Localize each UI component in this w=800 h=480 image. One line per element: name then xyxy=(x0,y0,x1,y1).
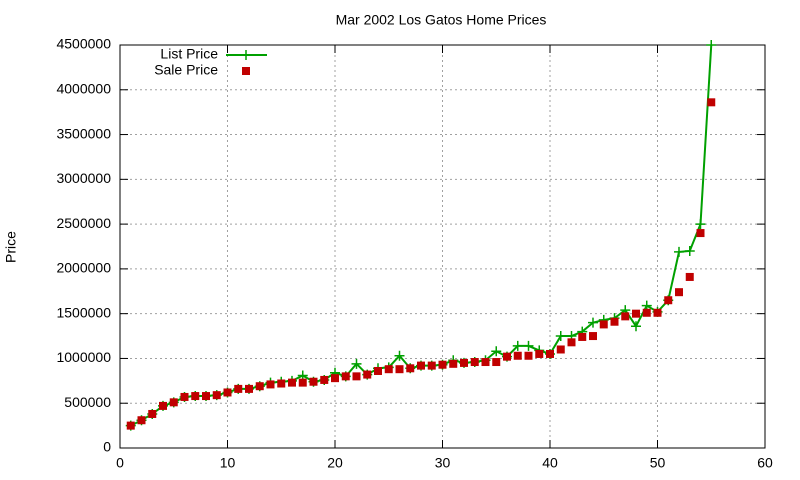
y-axis-label: Price xyxy=(3,231,19,263)
legend-label: Sale Price xyxy=(154,62,218,78)
data-point xyxy=(555,331,566,342)
x-tick-label: 40 xyxy=(542,455,558,471)
chart-title: Mar 2002 Los Gatos Home Prices xyxy=(336,12,547,28)
y-tick-label: 500000 xyxy=(64,394,111,410)
y-tick-label: 2500000 xyxy=(56,215,111,231)
data-point xyxy=(159,401,167,410)
data-point xyxy=(492,358,501,367)
legend-marker xyxy=(241,50,251,60)
y-tick-label: 3500000 xyxy=(56,125,111,141)
data-point xyxy=(266,380,275,389)
data-point xyxy=(706,40,717,50)
data-point xyxy=(588,317,598,328)
data-point xyxy=(684,245,695,256)
data-point xyxy=(137,416,146,425)
data-point xyxy=(180,392,189,401)
y-tick-label: 0 xyxy=(103,439,111,455)
data-point xyxy=(535,349,544,358)
plot-frame xyxy=(119,44,766,449)
data-point xyxy=(417,361,425,370)
data-point xyxy=(546,349,554,358)
data-point xyxy=(245,384,253,393)
x-tick-label: 60 xyxy=(757,455,773,471)
data-point xyxy=(212,391,221,400)
data-point xyxy=(621,312,630,321)
data-point xyxy=(374,366,382,375)
y-tick-label: 1500000 xyxy=(56,304,111,320)
data-point xyxy=(449,359,458,368)
data-point xyxy=(298,378,307,387)
x-tick-label: 0 xyxy=(116,455,124,471)
data-point xyxy=(438,360,447,369)
y-tick-label: 4500000 xyxy=(56,36,111,52)
data-point xyxy=(223,388,232,397)
data-point xyxy=(148,409,157,418)
data-point xyxy=(352,372,361,381)
data-point xyxy=(460,358,468,367)
legend-label: List Price xyxy=(160,46,218,62)
data-point xyxy=(642,308,651,317)
data-point xyxy=(331,374,339,383)
data-point xyxy=(567,338,576,347)
data-point xyxy=(309,377,318,386)
x-tick-label: 30 xyxy=(435,455,451,471)
data-point xyxy=(491,346,502,357)
data-point xyxy=(524,351,533,360)
data-point xyxy=(126,421,135,430)
data-point xyxy=(653,308,662,317)
data-point xyxy=(191,392,200,401)
data-point xyxy=(234,384,243,393)
data-point xyxy=(610,317,619,326)
x-tick-label: 20 xyxy=(327,455,343,471)
data-point xyxy=(589,332,597,341)
data-point xyxy=(481,358,490,367)
data-point xyxy=(695,219,706,230)
y-tick-label: 3000000 xyxy=(56,170,111,186)
data-point xyxy=(470,358,479,367)
data-point xyxy=(406,364,415,373)
data-point xyxy=(631,321,641,332)
data-point xyxy=(512,340,523,351)
x-tick-label: 50 xyxy=(650,455,666,471)
data-point xyxy=(169,398,178,407)
data-point xyxy=(427,361,436,370)
data-point xyxy=(394,350,405,361)
data-point xyxy=(664,296,673,305)
data-point xyxy=(395,365,404,374)
y-tick-label: 1000000 xyxy=(56,349,111,365)
data-point xyxy=(675,288,683,297)
data-point xyxy=(513,351,522,360)
x-tick-label: 10 xyxy=(220,455,236,471)
legend-marker xyxy=(242,67,250,75)
data-point xyxy=(277,379,286,388)
data-point xyxy=(685,272,694,281)
data-point xyxy=(341,372,350,381)
data-point xyxy=(578,332,587,341)
data-point xyxy=(255,382,264,391)
data-point xyxy=(384,365,393,374)
data-point xyxy=(632,309,640,318)
data-point xyxy=(503,352,511,361)
data-point xyxy=(556,345,565,354)
data-point xyxy=(202,392,210,401)
data-point xyxy=(523,340,534,351)
y-tick-label: 4000000 xyxy=(56,80,111,96)
data-point xyxy=(707,98,716,107)
data-point xyxy=(674,246,684,257)
data-point xyxy=(320,375,329,384)
data-point xyxy=(351,358,362,369)
data-point xyxy=(599,320,608,329)
data-point xyxy=(288,378,296,387)
data-point xyxy=(363,370,372,379)
data-point xyxy=(696,229,705,238)
y-tick-label: 2000000 xyxy=(56,260,111,276)
